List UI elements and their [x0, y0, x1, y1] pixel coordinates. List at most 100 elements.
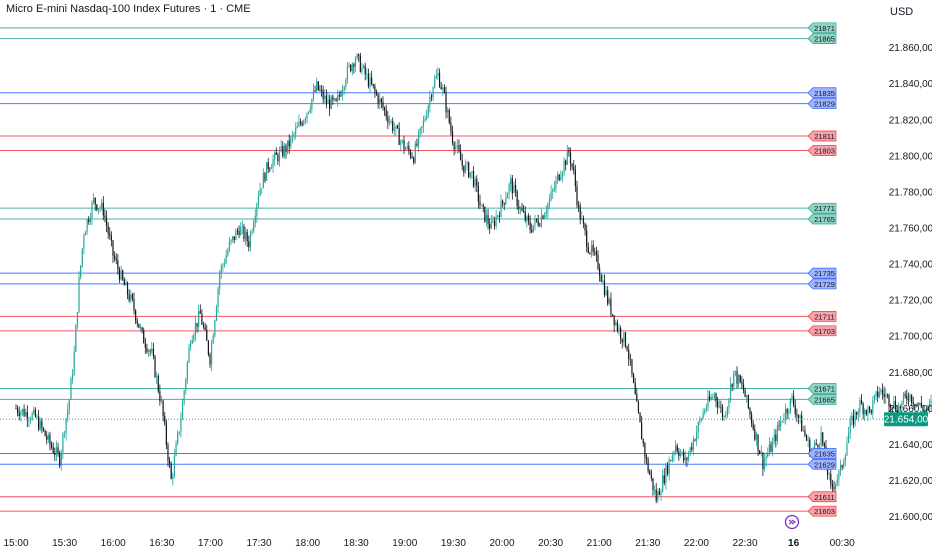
candle	[217, 286, 219, 313]
candle	[851, 412, 853, 426]
candle	[708, 390, 711, 403]
candle	[642, 438, 644, 447]
candle	[768, 437, 770, 457]
candle	[434, 74, 436, 89]
candle	[81, 248, 83, 268]
candle	[880, 387, 882, 396]
candle	[301, 120, 303, 127]
candle	[232, 235, 234, 243]
candle	[846, 436, 848, 456]
candle	[199, 304, 201, 314]
candle	[322, 85, 324, 104]
candle	[705, 403, 707, 413]
x-tick-label: 20:00	[489, 538, 514, 549]
candle	[293, 131, 295, 141]
candle	[46, 431, 48, 445]
candle	[694, 438, 696, 442]
candle	[403, 135, 405, 154]
candle	[388, 115, 391, 126]
candle	[396, 124, 399, 129]
level-tag-21629: 21629	[807, 458, 837, 470]
x-axis: 15:00 15:30 16:00 16:30 17:00 17:30 18:00 18:30…	[3, 538, 855, 549]
candle	[251, 228, 253, 236]
candle	[256, 202, 258, 223]
candle	[815, 439, 817, 446]
candle	[872, 395, 874, 419]
candle	[639, 412, 641, 423]
candle	[209, 352, 211, 368]
candle	[547, 202, 549, 219]
candle	[47, 432, 49, 443]
candle	[750, 411, 753, 428]
svg-text:21665: 21665	[814, 395, 835, 404]
candle	[151, 341, 153, 355]
candle	[230, 239, 232, 246]
candle	[272, 154, 274, 173]
candle	[374, 83, 376, 98]
candle	[628, 343, 630, 366]
candle	[243, 223, 245, 242]
y-tick-label: 21.820,00	[889, 115, 932, 126]
candle	[317, 80, 319, 91]
candle	[602, 274, 604, 285]
candle	[589, 251, 591, 256]
candle	[101, 198, 103, 211]
candle	[663, 468, 665, 486]
candle	[443, 84, 446, 94]
candle	[571, 163, 573, 171]
candle	[257, 190, 260, 209]
candle	[185, 377, 187, 395]
candle	[440, 81, 442, 90]
candle	[147, 348, 150, 358]
candle	[338, 91, 340, 101]
candle	[75, 324, 77, 353]
candle	[97, 208, 100, 215]
candle	[844, 453, 846, 466]
candle	[877, 385, 879, 403]
candle	[623, 331, 625, 347]
candle	[154, 354, 156, 379]
candle	[238, 225, 240, 239]
candle	[157, 373, 159, 394]
level-tag-21803: 21803	[807, 145, 837, 156]
candle	[413, 156, 415, 165]
candle	[168, 456, 171, 469]
goto-realtime-icon[interactable]	[784, 514, 800, 530]
candle	[107, 222, 109, 239]
candle	[17, 405, 19, 417]
candle	[84, 230, 87, 236]
candle	[409, 148, 412, 160]
candle	[578, 201, 580, 213]
candle	[435, 68, 437, 80]
candle	[477, 181, 479, 209]
candle	[222, 262, 224, 272]
candle	[911, 394, 913, 407]
candle	[780, 415, 782, 432]
candle	[526, 214, 528, 228]
candle	[542, 214, 544, 220]
candle	[278, 146, 281, 167]
candle	[120, 265, 122, 281]
candle	[426, 109, 428, 121]
candle	[461, 153, 463, 171]
candle	[786, 407, 788, 420]
candle	[314, 85, 316, 93]
candle	[225, 249, 227, 264]
candle	[856, 411, 858, 420]
candle	[198, 304, 200, 333]
svg-text:21835: 21835	[814, 89, 835, 98]
x-tick-label: 16:30	[149, 538, 174, 549]
candle	[133, 292, 135, 315]
candle	[41, 417, 43, 434]
candle	[211, 339, 213, 372]
candle	[33, 406, 35, 416]
candle	[508, 182, 510, 200]
candle	[468, 161, 470, 179]
candle	[438, 68, 441, 88]
candle	[555, 175, 557, 193]
candle	[280, 139, 282, 153]
candle	[671, 451, 673, 463]
candle	[838, 469, 840, 487]
candle	[186, 360, 188, 384]
